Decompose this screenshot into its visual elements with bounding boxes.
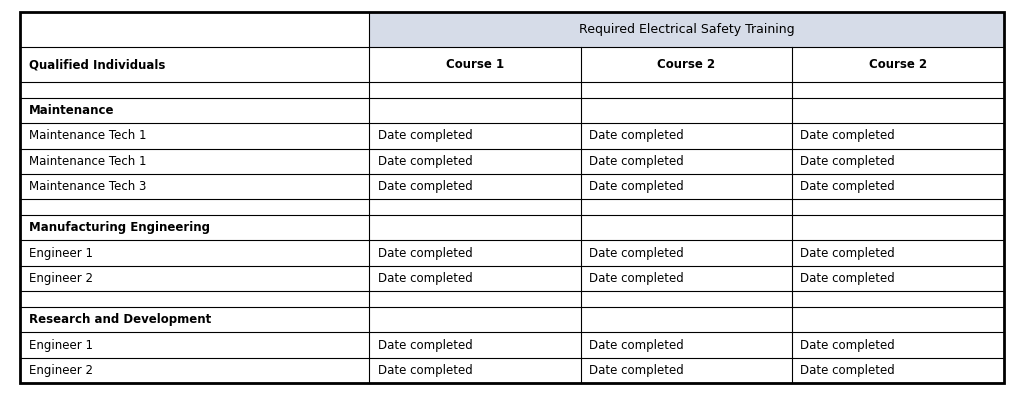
Bar [20, 358, 1004, 383]
Text: Maintenance: Maintenance [29, 104, 114, 117]
Text: Engineer 2: Engineer 2 [29, 272, 92, 285]
Text: Date completed: Date completed [589, 364, 684, 377]
Text: Engineer 1: Engineer 1 [29, 247, 92, 260]
Text: Date completed: Date completed [378, 272, 472, 285]
Bar [20, 12, 370, 47]
Text: Date completed: Date completed [801, 272, 895, 285]
Text: Date completed: Date completed [589, 339, 684, 352]
Bar [20, 241, 1004, 266]
Text: Required Electrical Safety Training: Required Electrical Safety Training [579, 23, 795, 36]
Text: Date completed: Date completed [589, 155, 684, 168]
Text: Course 1: Course 1 [446, 58, 504, 71]
Bar [20, 98, 1004, 123]
Text: Qualified Individuals: Qualified Individuals [29, 58, 165, 71]
Bar [20, 199, 1004, 215]
Text: Date completed: Date completed [378, 339, 472, 352]
Text: Date completed: Date completed [589, 130, 684, 143]
Text: Date completed: Date completed [378, 180, 472, 193]
Bar [20, 149, 1004, 174]
Bar [20, 307, 1004, 332]
Text: Maintenance Tech 1: Maintenance Tech 1 [29, 130, 146, 143]
Text: Manufacturing Engineering: Manufacturing Engineering [29, 221, 210, 234]
Text: Course 2: Course 2 [657, 58, 716, 71]
Text: Date completed: Date completed [801, 130, 895, 143]
Text: Date completed: Date completed [378, 247, 472, 260]
Bar [20, 215, 1004, 241]
Bar [20, 82, 1004, 98]
Text: Date completed: Date completed [801, 247, 895, 260]
Text: Date completed: Date completed [801, 339, 895, 352]
Text: Engineer 2: Engineer 2 [29, 364, 92, 377]
Text: Date completed: Date completed [378, 155, 472, 168]
Text: Maintenance Tech 3: Maintenance Tech 3 [29, 180, 146, 193]
Text: Course 2: Course 2 [868, 58, 927, 71]
Text: Engineer 1: Engineer 1 [29, 339, 92, 352]
Text: Date completed: Date completed [589, 247, 684, 260]
Bar [20, 266, 1004, 291]
Bar [370, 12, 1004, 47]
Bar [20, 332, 1004, 358]
Text: Date completed: Date completed [801, 364, 895, 377]
Bar [20, 123, 1004, 149]
Text: Research and Development: Research and Development [29, 313, 211, 326]
Bar [20, 47, 1004, 82]
Bar [20, 174, 1004, 199]
Text: Date completed: Date completed [801, 155, 895, 168]
Bar [20, 291, 1004, 307]
Text: Date completed: Date completed [378, 364, 472, 377]
Text: Date completed: Date completed [589, 272, 684, 285]
Text: Date completed: Date completed [801, 180, 895, 193]
Text: Maintenance Tech 1: Maintenance Tech 1 [29, 155, 146, 168]
Text: Date completed: Date completed [378, 130, 472, 143]
Text: Date completed: Date completed [589, 180, 684, 193]
